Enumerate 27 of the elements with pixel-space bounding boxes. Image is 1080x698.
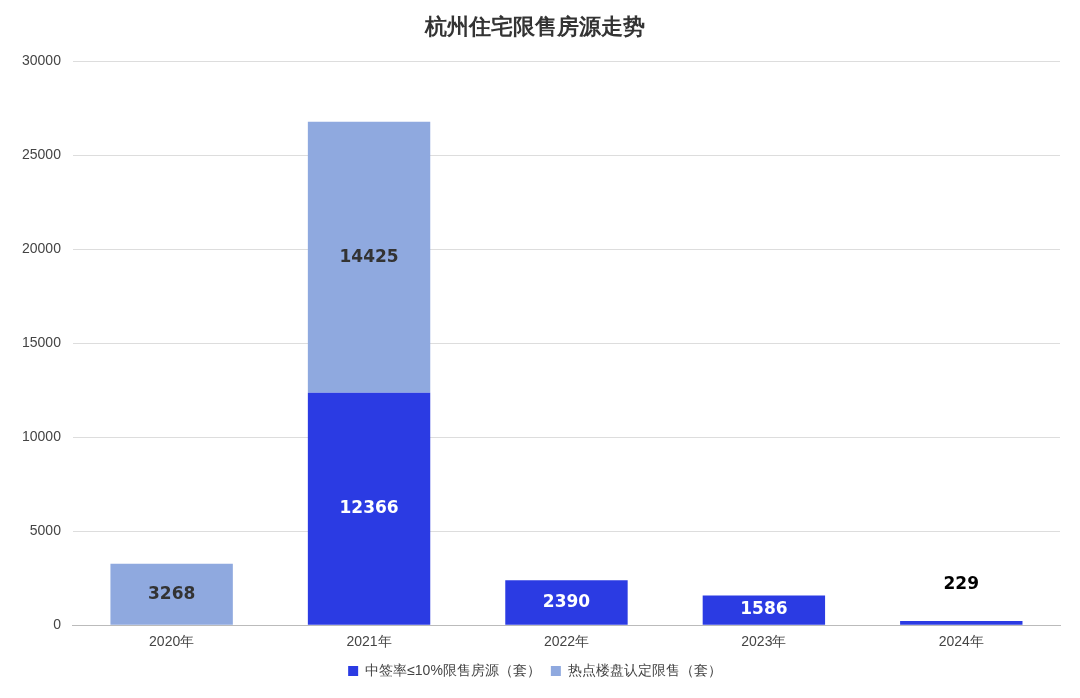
data-label: 229: [943, 573, 980, 594]
x-tick-label: 2023年: [741, 633, 787, 650]
bar: [900, 620, 1023, 625]
y-tick-label: 30000: [21, 52, 62, 69]
legend-label: 中签率≤10%限售房源（套）: [365, 661, 541, 678]
y-tick-label: 25000: [21, 146, 62, 163]
y-tick-label: 0: [53, 616, 62, 633]
x-tick-label: 2021年: [346, 633, 392, 650]
y-tick-label: 15000: [21, 334, 62, 351]
chart-title: 杭州住宅限售房源走势: [424, 14, 645, 40]
x-tick-label: 2022年: [543, 633, 590, 650]
data-label: 3268: [147, 582, 196, 603]
bar: [505, 580, 628, 625]
data-label: 14425: [339, 245, 399, 266]
y-tick-label: 10000: [21, 428, 62, 445]
bar: [702, 595, 826, 625]
data-label: 2390: [542, 590, 591, 611]
y-tick-label: 5000: [29, 522, 62, 539]
x-tick-label: 2024年: [938, 633, 984, 650]
data-label: 12366: [339, 497, 399, 518]
data-label: 1586: [740, 598, 788, 619]
y-tick-label: 20000: [21, 240, 62, 257]
x-tick-label: 2020年: [149, 633, 195, 650]
legend-label: 热点楼盘认定限售（套）: [567, 661, 722, 678]
bar: [307, 392, 431, 625]
bar: [307, 121, 431, 393]
bar: [110, 563, 233, 625]
